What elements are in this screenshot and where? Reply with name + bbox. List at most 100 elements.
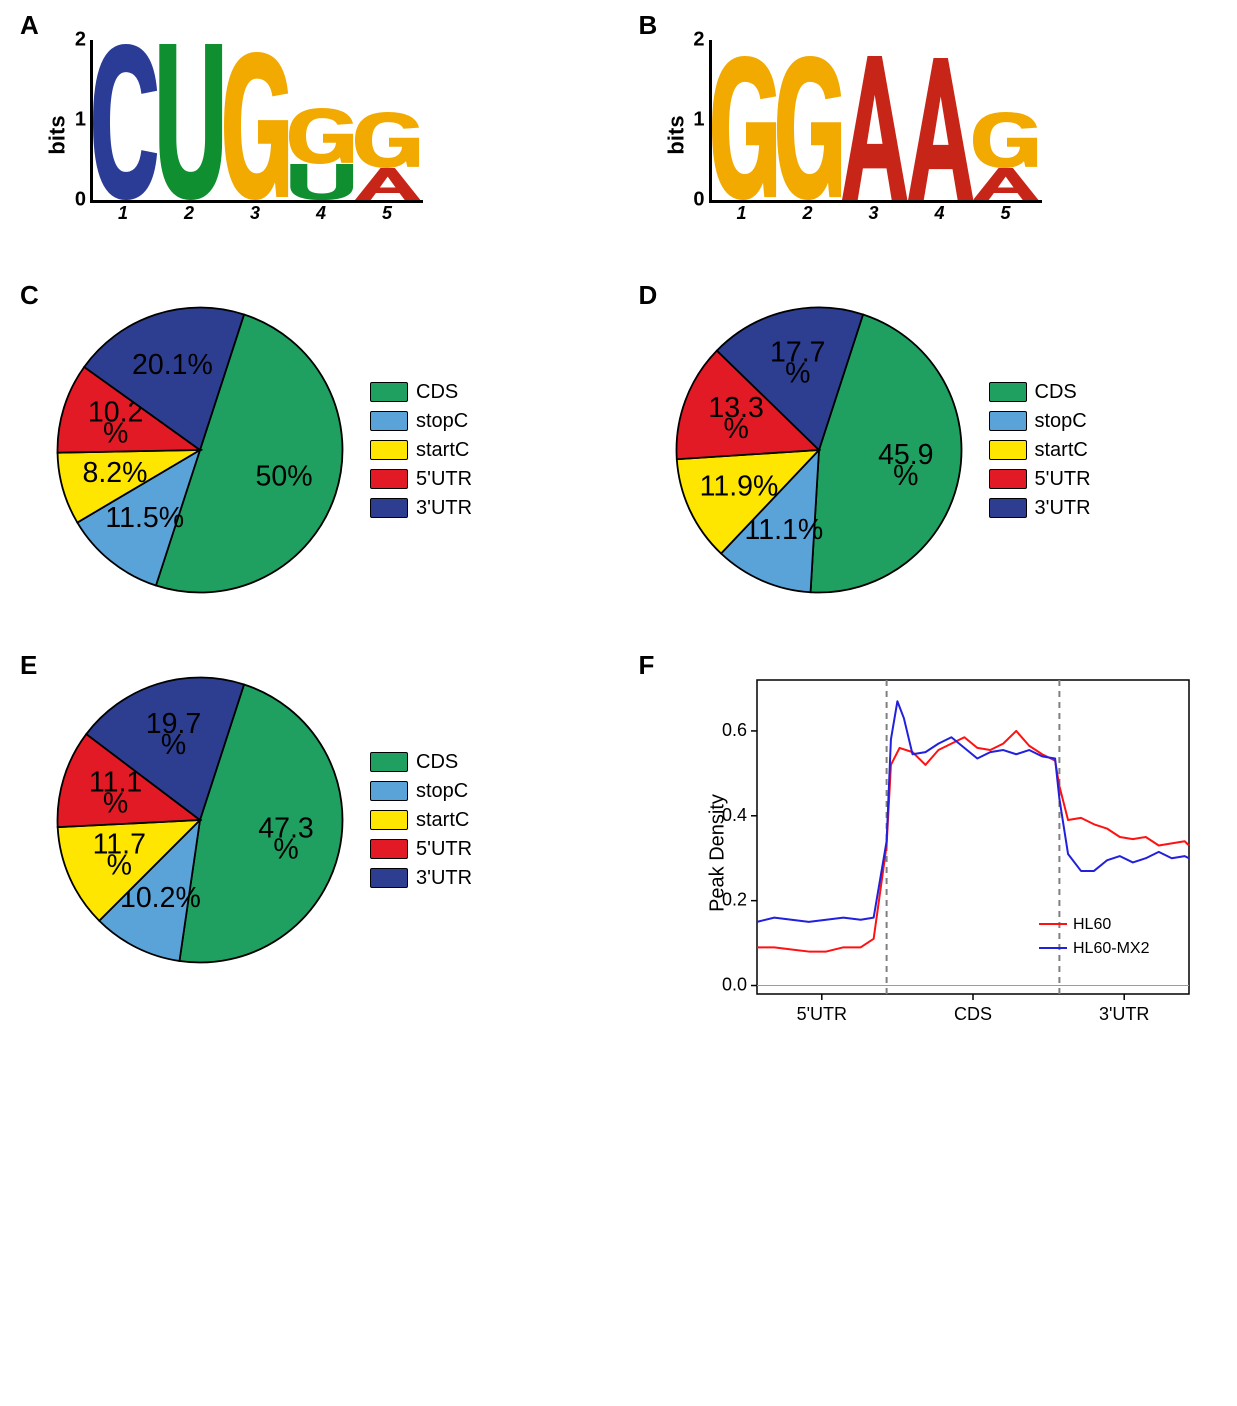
legend-item-5'UTR: 5'UTR [370,838,472,861]
legend-item-stopC: stopC [370,780,472,803]
legend-item-CDS: CDS [989,381,1091,404]
legend-swatch-3'UTR [370,868,408,888]
legend-swatch-3'UTR [989,498,1027,518]
pie-E: 47.3%10.2%11.7%11.1%19.7% [50,670,350,970]
logo-letter-U [158,44,223,200]
legend-swatch-stopC [370,781,408,801]
panel-D: D 45.9%11.1%11.9%13.3%17.7% CDSstopCstar… [639,290,1218,600]
density-legend-HL60: HL60 [1073,916,1111,933]
legend-item-3'UTR: 3'UTR [370,497,472,520]
legend-swatch-3'UTR [370,498,408,518]
legend-item-startC: startC [989,439,1091,462]
seqlogo-B: bits 012 12345 [709,40,1069,230]
logo-letter-A [842,56,907,200]
pie-E-wrap: 47.3%10.2%11.7%11.1%19.7% CDS stopC startC… [50,670,599,970]
legend-item-5'UTR: 5'UTR [370,468,472,491]
panel-B: B bits 012 12345 [639,20,1218,230]
panel-A: A bits 012 12345 [20,20,599,230]
pie-slice-label-3'UTR: 20.1% [132,349,213,381]
logo-A-yticks: 012 [64,40,90,200]
logo-letter-C [93,44,158,200]
density-series-HL60 [757,731,1189,952]
panel-label-E: E [20,650,37,681]
pie-D-legend: CDS stopC startC 5'UTR 3'UTR [989,381,1091,520]
density-wrap: Peak Density 0.00.20.40.65'UTRCDS3'UTRHL… [709,670,1218,1035]
legend-swatch-startC [989,440,1027,460]
logo-B-cols [712,40,1039,200]
panel-label-C: C [20,280,39,311]
logo-letter-G [712,56,777,200]
legend-item-CDS: CDS [370,381,472,404]
logo-letter-A [908,58,973,200]
legend-label-3'UTR: 3'UTR [1035,497,1091,520]
panel-E: E 47.3%10.2%11.7%11.1%19.7% CDSstopCstar… [20,660,599,1035]
legend-item-stopC: stopC [370,410,472,433]
figure-grid: A bits 012 12345 B bits 012 12345 C 50% 1… [20,20,1217,1035]
panel-label-B: B [639,10,658,41]
legend-label-5'UTR: 5'UTR [1035,468,1091,491]
logo-A-cols [93,40,420,200]
density-plot: 0.00.20.40.65'UTRCDS3'UTRHL60HL60-MX2 [709,670,1199,1030]
pie-slice-label-startC: 8.2% [83,457,148,489]
legend-label-CDS: CDS [1035,381,1077,404]
logo-letter-A [355,168,420,200]
legend-label-5'UTR: 5'UTR [416,468,472,491]
pie-slice-label-startC: 11.9% [699,470,778,502]
legend-item-startC: startC [370,439,472,462]
panel-F: F Peak Density 0.00.20.40.65'UTRCDS3'UTR… [639,660,1218,1035]
svg-text:0.6: 0.6 [721,720,746,740]
logo-A-xticks: 12345 [90,203,420,224]
legend-label-startC: startC [416,439,469,462]
legend-label-CDS: CDS [416,751,458,774]
density-series-HL60-MX2 [757,701,1189,922]
panel-label-D: D [639,280,658,311]
density-xlabel-5'UTR: 5'UTR [796,1004,846,1024]
panel-C: C 50%11.5%8.2%10.2%20.1% CDSstopCstartC5… [20,290,599,600]
pie-C: 50%11.5%8.2%10.2%20.1% [50,300,350,600]
legend-swatch-5'UTR [370,469,408,489]
panel-label-F: F [639,650,655,681]
legend-swatch-stopC [370,411,408,431]
legend-label-startC: startC [416,809,469,832]
svg-text:0.0: 0.0 [721,975,746,995]
legend-label-stopC: stopC [416,780,468,803]
logo-B-xticks: 12345 [709,203,1039,224]
logo-letter-G [289,108,354,164]
logo-letter-A [973,168,1038,200]
logo-letter-G [355,112,420,168]
legend-label-5'UTR: 5'UTR [416,838,472,861]
legend-swatch-5'UTR [989,469,1027,489]
pie-E-legend: CDS stopC startC 5'UTR 3'UTR [370,751,472,890]
density-legend-HL60-MX2: HL60-MX2 [1073,940,1150,957]
legend-item-stopC: stopC [989,410,1091,433]
legend-item-3'UTR: 3'UTR [989,497,1091,520]
logo-B-yticks: 012 [683,40,709,200]
legend-swatch-startC [370,810,408,830]
legend-label-stopC: stopC [1035,410,1087,433]
legend-swatch-startC [370,440,408,460]
legend-swatch-CDS [370,752,408,772]
legend-item-CDS: CDS [370,751,472,774]
pie-D-wrap: 45.9%11.1%11.9%13.3%17.7% CDSstopCstartC… [669,300,1218,600]
density-ylabel: Peak Density [706,794,729,912]
pie-slice-label-stopC: 11.5% [105,501,184,533]
legend-swatch-5'UTR [370,839,408,859]
pie-D: 45.9%11.1%11.9%13.3%17.7% [669,300,969,600]
legend-swatch-CDS [989,382,1027,402]
legend-swatch-CDS [370,382,408,402]
seqlogo-A: bits 012 12345 [90,40,450,230]
legend-item-5'UTR: 5'UTR [989,468,1091,491]
logo-letter-G [224,52,289,200]
panel-label-A: A [20,10,39,41]
pie-slice-label-stopC: 11.1% [744,514,823,546]
pie-C-wrap: 50%11.5%8.2%10.2%20.1% CDSstopCstartC5'U… [50,300,599,600]
legend-label-startC: startC [1035,439,1088,462]
legend-label-3'UTR: 3'UTR [416,867,472,890]
legend-item-startC: startC [370,809,472,832]
pie-C-legend: CDS stopC startC 5'UTR 3'UTR [370,381,472,520]
legend-label-CDS: CDS [416,381,458,404]
legend-label-3'UTR: 3'UTR [416,497,472,520]
legend-label-stopC: stopC [416,410,468,433]
pie-slice-label-CDS: 50% [256,460,313,492]
logo-letter-U [289,164,354,200]
